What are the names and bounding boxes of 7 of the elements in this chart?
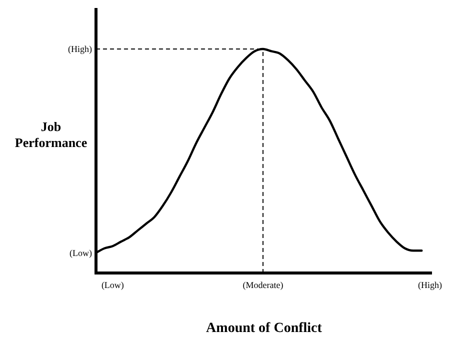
x-tick-label: (High) xyxy=(418,280,442,290)
x-axis-title: Amount of Conflict xyxy=(206,321,322,336)
text: (Low) xyxy=(70,248,92,258)
x-tick-label: (Moderate) xyxy=(242,280,284,290)
text: (High) xyxy=(68,44,92,54)
y-axis-title: Job Performance xyxy=(14,119,88,150)
x-tick-label: (Low) xyxy=(101,280,124,290)
